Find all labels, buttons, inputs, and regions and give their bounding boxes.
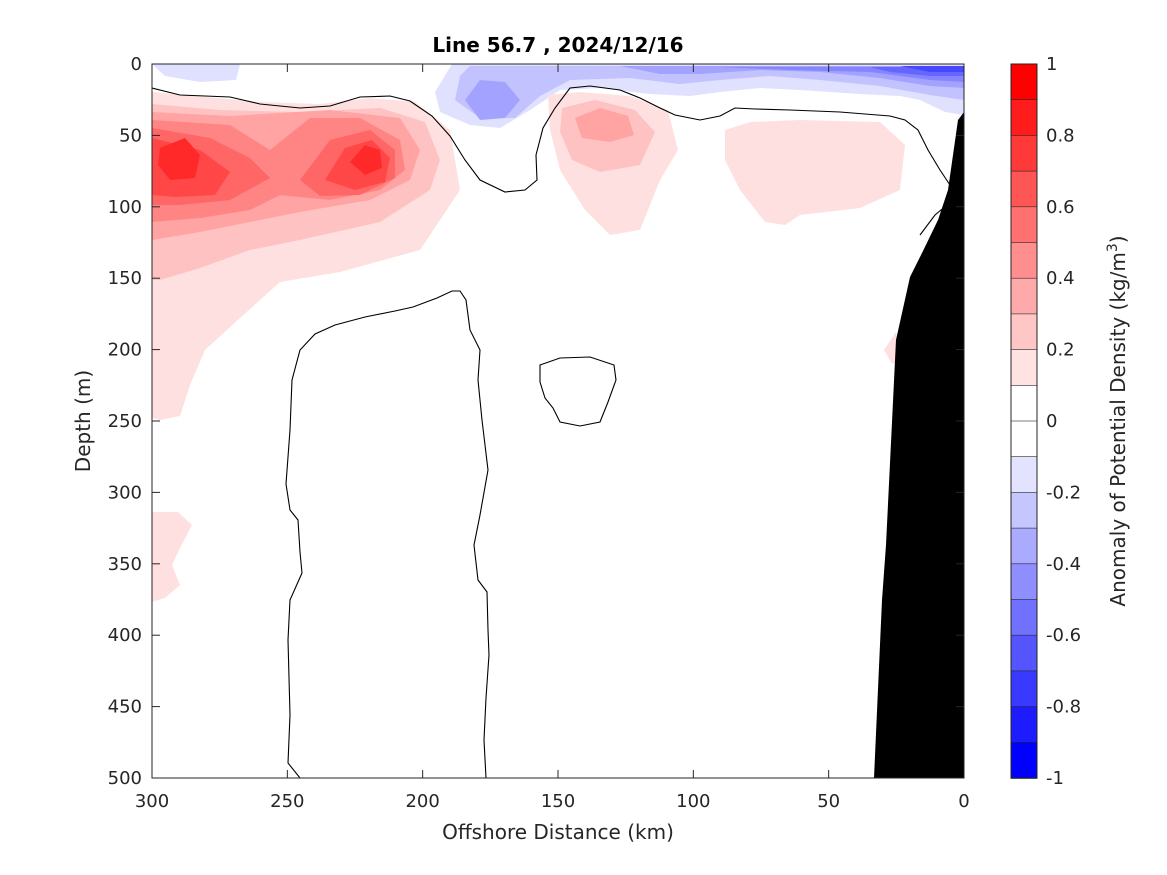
colorbar-level bbox=[1010, 313, 1038, 351]
colorbar-frame bbox=[1010, 63, 1038, 779]
y-tick-label: 50 bbox=[119, 125, 142, 146]
y-tick-label: 500 bbox=[108, 768, 142, 789]
colorbar-level bbox=[1010, 170, 1038, 208]
colorbar-level bbox=[1010, 99, 1038, 137]
colorbar-tick-label: 0.4 bbox=[1046, 268, 1075, 289]
colorbar-tick-label: 0.2 bbox=[1046, 340, 1075, 361]
colorbar-level bbox=[1010, 527, 1038, 565]
y-tick-label: 400 bbox=[108, 625, 142, 646]
colorbar-label: Anomaly of Potential Density (kg/m3) bbox=[1105, 235, 1130, 606]
colorbar bbox=[1010, 63, 1038, 779]
colorbar-tick-label: 1 bbox=[1046, 54, 1057, 75]
zero-contour-closed bbox=[539, 356, 617, 427]
colorbar-level bbox=[1010, 420, 1038, 458]
y-tick-label: 100 bbox=[108, 197, 142, 218]
x-tick-label: 300 bbox=[135, 791, 169, 812]
y-axis: 0 50 100 150 200 250 300 350 400 450 500 bbox=[108, 54, 964, 789]
colorbar-level bbox=[1010, 492, 1038, 529]
colorbar-level bbox=[1010, 63, 1038, 101]
zero-contours bbox=[152, 85, 951, 778]
x-tick-label: 0 bbox=[958, 791, 969, 812]
negative-anomaly-surface-east bbox=[435, 64, 964, 128]
x-tick-label: 50 bbox=[817, 791, 840, 812]
chart-title: Line 56.7 , 2024/12/16 bbox=[432, 33, 683, 57]
colorbar-level bbox=[1010, 706, 1038, 744]
y-tick-label: 350 bbox=[108, 554, 142, 575]
y-axis-label: Depth (m) bbox=[71, 370, 95, 472]
y-tick-label: 300 bbox=[108, 482, 142, 503]
colorbar-level bbox=[1010, 135, 1038, 172]
colorbar-tick-label: 0.6 bbox=[1046, 197, 1075, 218]
x-tick-label: 250 bbox=[270, 791, 304, 812]
plot-area bbox=[152, 64, 964, 778]
positive-anomaly-core-290km-inner bbox=[152, 138, 230, 197]
x-tick-label: 100 bbox=[676, 791, 710, 812]
x-axis: 300 250 200 150 100 50 0 bbox=[135, 64, 970, 812]
colorbar-label-main: Anomaly of Potential Density (kg/m bbox=[1106, 252, 1130, 606]
colorbar-tick-label: -1 bbox=[1046, 768, 1064, 789]
colorbar-tick-label: 0.8 bbox=[1046, 125, 1075, 146]
colorbar-tick-label: -0.2 bbox=[1046, 482, 1081, 503]
colorbar-label-suffix: ) bbox=[1106, 235, 1130, 243]
zero-contour-deep bbox=[285, 290, 490, 778]
colorbar-level bbox=[1010, 634, 1038, 672]
positive-anomaly-deep-west bbox=[152, 512, 192, 602]
x-tick-label: 150 bbox=[541, 791, 575, 812]
colorbar-tick-label: -0.4 bbox=[1046, 554, 1081, 575]
y-tick-label: 250 bbox=[108, 411, 142, 432]
colorbar-tick-label: -0.8 bbox=[1046, 697, 1081, 718]
colorbar-level bbox=[1010, 384, 1038, 422]
negative-anomaly-surface-west bbox=[152, 64, 240, 82]
colorbar-label-superscript: 3 bbox=[1105, 243, 1121, 252]
zero-contour-upper bbox=[152, 85, 951, 193]
y-tick-label: 0 bbox=[131, 54, 142, 75]
positive-anomaly-core-218km bbox=[325, 140, 390, 190]
y-tick-label: 150 bbox=[108, 268, 142, 289]
positive-anomaly-core-133km bbox=[548, 92, 678, 235]
colorbar-level bbox=[1010, 599, 1038, 637]
colorbar-ticks: 1 0.8 0.6 0.4 0.2 0 -0.2 -0.4 -0.6 -0.8 -1 bbox=[1046, 54, 1081, 789]
colorbar-level bbox=[1010, 349, 1038, 387]
colorbar-level bbox=[1010, 741, 1038, 779]
colorbar-level bbox=[1010, 242, 1038, 280]
colorbar-tick-label: -0.6 bbox=[1046, 625, 1081, 646]
x-tick-label: 200 bbox=[405, 791, 439, 812]
colorbar-level bbox=[1010, 670, 1038, 708]
colorbar-level bbox=[1010, 277, 1038, 315]
y-tick-label: 450 bbox=[108, 697, 142, 718]
colorbar-level bbox=[1010, 563, 1038, 601]
colorbar-level bbox=[1010, 456, 1038, 494]
x-axis-label: Offshore Distance (km) bbox=[442, 820, 674, 844]
colorbar-tick-label: 0 bbox=[1046, 411, 1057, 432]
bathymetry-shelf bbox=[874, 112, 964, 778]
colorbar-level bbox=[1010, 206, 1038, 244]
y-tick-label: 200 bbox=[108, 340, 142, 361]
